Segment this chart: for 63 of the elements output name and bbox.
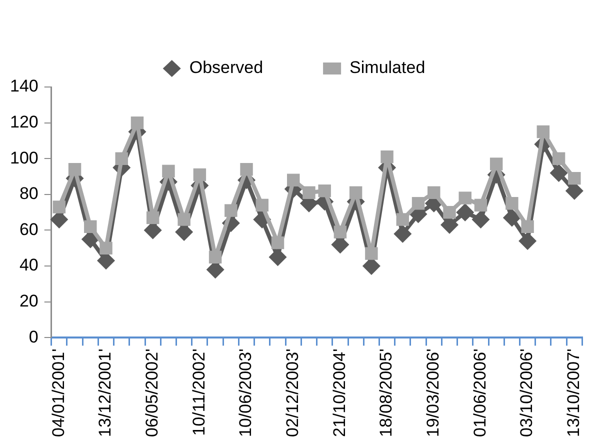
point [100, 242, 112, 255]
x-tick-label: 04/01/2001' [48, 348, 68, 438]
point [68, 163, 82, 176]
point [380, 150, 394, 164]
point [224, 204, 238, 217]
x-tick-label: 10/11/2002' [189, 348, 208, 436]
x-tick-label: 01/06/2006' [470, 348, 490, 438]
point [115, 152, 128, 165]
point [552, 152, 566, 165]
point [240, 163, 253, 176]
x-tick-label: 13/10/2007' [564, 348, 584, 438]
point [412, 197, 425, 210]
y-tick-label: 100 [10, 148, 38, 168]
point [208, 250, 222, 264]
point [287, 174, 300, 186]
point [365, 247, 378, 260]
point [518, 232, 537, 250]
point [490, 158, 503, 170]
point [349, 186, 362, 200]
legend-label: Observed [189, 58, 264, 78]
y-tick-label: 20 [19, 292, 38, 311]
point [84, 220, 97, 234]
point [506, 197, 518, 210]
point [302, 186, 316, 200]
point [428, 186, 440, 200]
x-tick-label: 18/08/2005' [376, 348, 396, 438]
point [550, 164, 568, 182]
y-tick-label: 120 [10, 112, 38, 132]
y-tick-label: 80 [19, 184, 38, 204]
x-tick-label: 21/10/2004' [330, 348, 349, 438]
point [521, 220, 534, 234]
x-tick-label: 13/12/2001' [96, 348, 115, 438]
point [536, 125, 550, 138]
point [256, 198, 268, 212]
point [458, 192, 472, 204]
y-tick-label: 140 [10, 76, 38, 96]
x-tick-label: 02/12/2003' [283, 348, 302, 438]
y-tick-label: 0 [28, 327, 38, 346]
point [456, 203, 474, 222]
point [568, 172, 581, 185]
point [271, 236, 284, 250]
point [443, 206, 456, 219]
point [162, 164, 175, 178]
legend-label: Simulated [350, 58, 426, 78]
point [52, 200, 66, 214]
y-tick-label: 60 [19, 220, 38, 239]
point [502, 208, 521, 227]
point [396, 213, 410, 226]
point [130, 116, 144, 130]
point [472, 210, 490, 228]
point [334, 226, 347, 238]
x-tick-label: 03/10/2006' [517, 348, 536, 438]
y-tick-label: 40 [19, 256, 38, 275]
point [193, 168, 206, 182]
x-tick-label: 06/05/2002' [142, 348, 162, 438]
x-tick-label: 19/03/2006' [424, 348, 443, 438]
point [268, 248, 287, 266]
point [394, 224, 412, 243]
point [178, 213, 190, 226]
point [318, 184, 331, 198]
point [146, 211, 160, 224]
x-tick-label: 10/06/2003' [236, 348, 256, 438]
point [474, 198, 488, 212]
